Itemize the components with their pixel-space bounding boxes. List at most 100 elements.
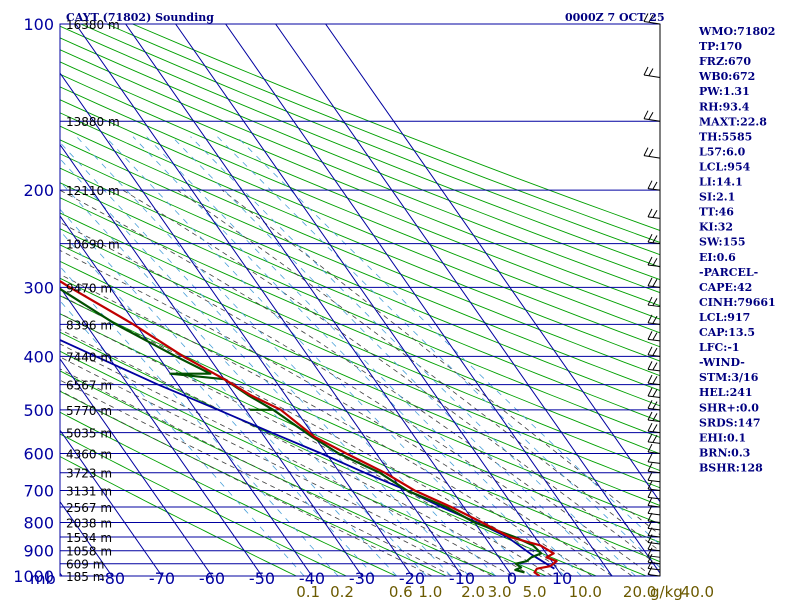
wind-barb-flag xyxy=(652,389,658,397)
wind-barb-flag xyxy=(643,66,649,76)
wind-barb xyxy=(647,264,661,268)
wind-barb-flag xyxy=(647,208,653,218)
wind-barb xyxy=(647,555,661,558)
wind-barb-flag xyxy=(652,181,658,190)
index-value: LI:14.1 xyxy=(699,176,743,189)
wind-barb xyxy=(643,118,661,122)
mixing-ratio-label: 20.0 xyxy=(623,583,656,600)
wind-barb-flag xyxy=(647,527,653,536)
wind-barb-flag xyxy=(643,147,649,156)
wind-barb xyxy=(647,395,661,399)
index-value: RH:93.4 xyxy=(699,100,750,113)
wind-barb-flag xyxy=(652,347,658,356)
wind-barb-flag xyxy=(643,110,649,119)
isotherm-line xyxy=(75,24,463,576)
index-value: PW:1.31 xyxy=(699,85,750,98)
height-label: 12110 m xyxy=(66,184,120,198)
wind-barb-flag xyxy=(647,422,653,432)
wind-barb-flag xyxy=(647,400,653,409)
dry-adiabat-line xyxy=(60,112,660,362)
wind-barb-flag xyxy=(652,332,658,340)
isotherm-line xyxy=(225,24,613,576)
index-value: SHR+:0.0 xyxy=(699,401,759,414)
sounding-time: 0000Z 7 OCT 25 xyxy=(565,11,665,24)
wind-barb xyxy=(647,354,661,357)
wind-barb-flag xyxy=(647,463,653,472)
wind-barb xyxy=(647,479,661,483)
height-label: 1058 m xyxy=(66,545,112,559)
height-label: 2038 m xyxy=(66,517,112,531)
wind-barb-flag xyxy=(647,480,653,490)
height-label: 13880 m xyxy=(66,115,120,129)
index-value: SI:2.1 xyxy=(699,191,735,204)
wind-barb xyxy=(647,527,661,531)
isotherm-line xyxy=(125,24,513,576)
height-label: 10690 m xyxy=(66,238,120,252)
mixing-ratio-label: 0.1 xyxy=(296,583,320,600)
dry-adiabat-line xyxy=(80,24,660,256)
pressure-tick-label: 300 xyxy=(23,278,54,297)
mixing-ratio-unit-label: g/kg xyxy=(650,583,683,600)
wind-barb-flag xyxy=(647,361,653,370)
wind-barb-flag xyxy=(647,233,653,243)
index-value: TH:5585 xyxy=(699,130,752,143)
wind-barb xyxy=(647,241,661,245)
wind-barb-flag xyxy=(647,443,653,453)
index-value: FRZ:670 xyxy=(699,55,751,68)
moist-adiabat-line xyxy=(221,189,660,536)
wind-barb-flag xyxy=(647,411,653,421)
dry-adiabat-line xyxy=(60,411,397,576)
isotherm-line xyxy=(60,286,263,576)
index-value: KI:32 xyxy=(699,221,733,234)
isotherm-line xyxy=(60,143,363,576)
moist-adiabat-line xyxy=(60,294,573,576)
dry-adiabat-line xyxy=(60,61,660,307)
dry-adiabat-line xyxy=(60,73,660,320)
mixing-ratio-line xyxy=(105,136,531,576)
mixing-ratio-label: 3.0 xyxy=(488,583,512,600)
isotherm-line xyxy=(275,24,660,575)
temperature-tick-label: -40 xyxy=(299,569,325,588)
wind-barb-flag xyxy=(648,111,654,120)
wind-barb-flag xyxy=(647,374,653,384)
sounding-profiles xyxy=(60,279,558,576)
dry-adiabat-line xyxy=(60,167,660,422)
isotherm-line xyxy=(0,24,12,576)
temperature-profile-line xyxy=(60,279,558,576)
wind-barb xyxy=(647,567,661,571)
dry-adiabat-line xyxy=(60,228,660,489)
wind-barb-flag xyxy=(652,298,658,306)
temperature-tick-label: -60 xyxy=(199,569,225,588)
index-value: WB0:672 xyxy=(698,70,755,83)
pressure-tick-label: 900 xyxy=(23,542,54,561)
indices-panel: WMO:71802 TP:170 FRZ:670 WB0:672 PW:1.31 RH:9… xyxy=(698,25,776,474)
wind-barb-flag xyxy=(647,277,653,287)
wind-barb xyxy=(647,441,661,444)
wind-barb-flag xyxy=(647,547,653,557)
wind-barb-flag xyxy=(647,472,653,481)
wind-barb xyxy=(647,574,661,577)
wind-barb-flag xyxy=(647,296,653,306)
wind-barb-flag xyxy=(652,278,658,287)
index-value: L57:6.0 xyxy=(699,145,746,158)
height-label: 3723 m xyxy=(66,467,112,481)
mixing-ratio-label: 10.0 xyxy=(569,583,602,600)
wind-barb xyxy=(647,505,661,508)
wind-barb xyxy=(647,285,661,288)
wind-barb-flag xyxy=(652,258,658,266)
wind-barb xyxy=(647,419,661,423)
height-label: 9470 m xyxy=(66,281,112,295)
wind-barb xyxy=(647,561,661,565)
moist-adiabat-line xyxy=(60,189,653,576)
index-value: CINH:79661 xyxy=(699,296,776,309)
height-label: 3131 m xyxy=(66,484,112,498)
temperature-tick-label: -30 xyxy=(349,569,375,588)
index-value: BSHR:128 xyxy=(699,461,763,474)
mixing-ratio-line xyxy=(217,136,660,569)
wind-barb xyxy=(647,496,661,500)
wind-barb-flag xyxy=(648,148,654,157)
height-label: 4360 m xyxy=(66,448,112,462)
index-value: TP:170 xyxy=(699,40,742,53)
